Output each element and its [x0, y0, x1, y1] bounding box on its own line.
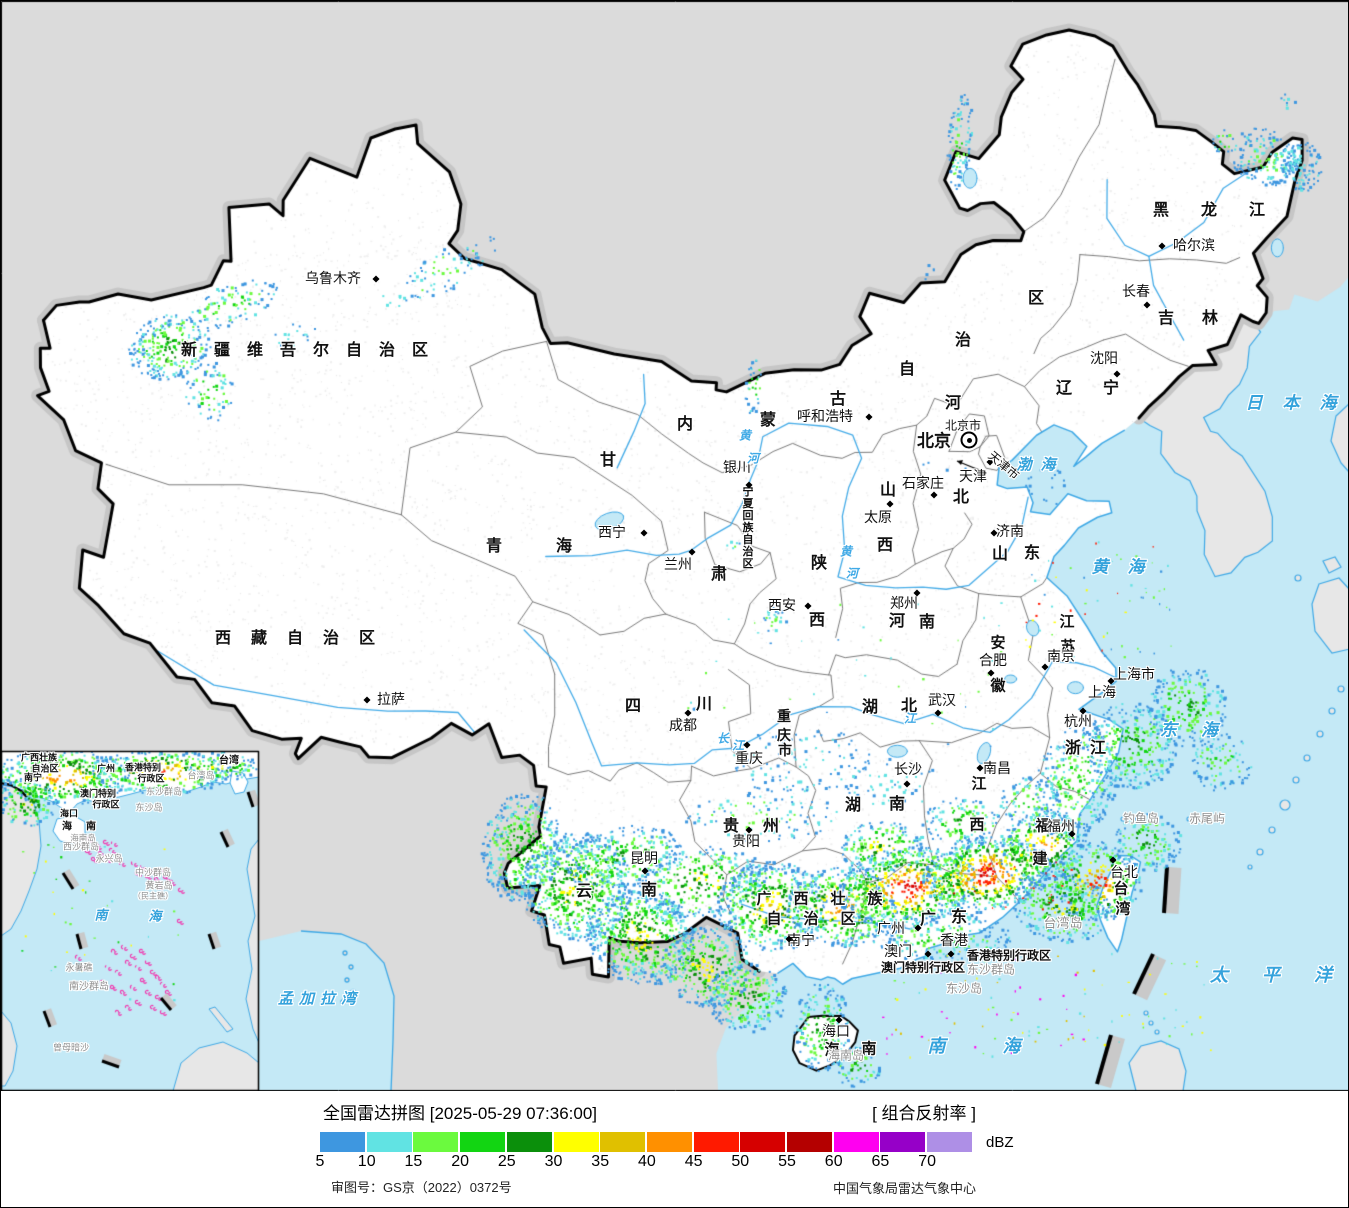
scale-tick-40: 40	[637, 1153, 656, 1170]
scale-tick-10: 10	[357, 1153, 376, 1170]
scale-tick-50: 50	[731, 1153, 750, 1170]
scale-tick-65: 65	[871, 1153, 890, 1170]
scale-swatch-50	[740, 1132, 786, 1152]
scale-tick-45: 45	[684, 1153, 703, 1170]
unit-label: dBZ	[986, 1134, 1014, 1151]
scale-swatch-70	[927, 1132, 973, 1152]
scale-swatch-25	[506, 1132, 552, 1152]
scale-swatch-10	[366, 1132, 412, 1152]
map-approval-number: 审图号：GS京（2022）0372号	[331, 1180, 512, 1195]
scale-swatch-15	[413, 1132, 459, 1152]
scale-tick-30: 30	[544, 1153, 563, 1170]
china-radar-map	[1, 1, 1348, 1091]
scale-tick-5: 5	[315, 1153, 325, 1170]
scale-swatch-60	[833, 1132, 879, 1152]
scale-tick-15: 15	[404, 1153, 423, 1170]
scale-swatch-30	[553, 1132, 599, 1152]
scale-tick-60: 60	[824, 1153, 843, 1170]
scale-tick-25: 25	[497, 1153, 516, 1170]
scale-swatch-55	[787, 1132, 832, 1152]
scale-tick-20: 20	[451, 1153, 469, 1170]
scale-swatch-35	[600, 1132, 646, 1152]
legend-panel: 全国雷达拼图 [2025-05-29 07:36:00] [ 组合反射率 ] 5…	[1, 1091, 1348, 1207]
scale-swatch-45	[693, 1132, 739, 1152]
scale-swatch-65	[880, 1132, 926, 1152]
map-title: 全国雷达拼图 [2025-05-29 07:36:00]	[323, 1104, 598, 1123]
scale-tick-55: 55	[778, 1153, 796, 1170]
scale-tick-35: 35	[591, 1153, 610, 1170]
scale-swatch-5	[320, 1132, 365, 1152]
scale-swatch-20	[460, 1132, 506, 1152]
scale-swatch-40	[646, 1132, 692, 1152]
scale-tick-70: 70	[918, 1153, 936, 1170]
product-name-label: [ 组合反射率 ]	[872, 1104, 976, 1123]
agency-name: 中国气象局雷达气象中心	[832, 1181, 976, 1196]
color-scale: 5 10 15 20 25 30 35 40 45 50 55 60 65 70	[1, 1091, 1348, 1207]
